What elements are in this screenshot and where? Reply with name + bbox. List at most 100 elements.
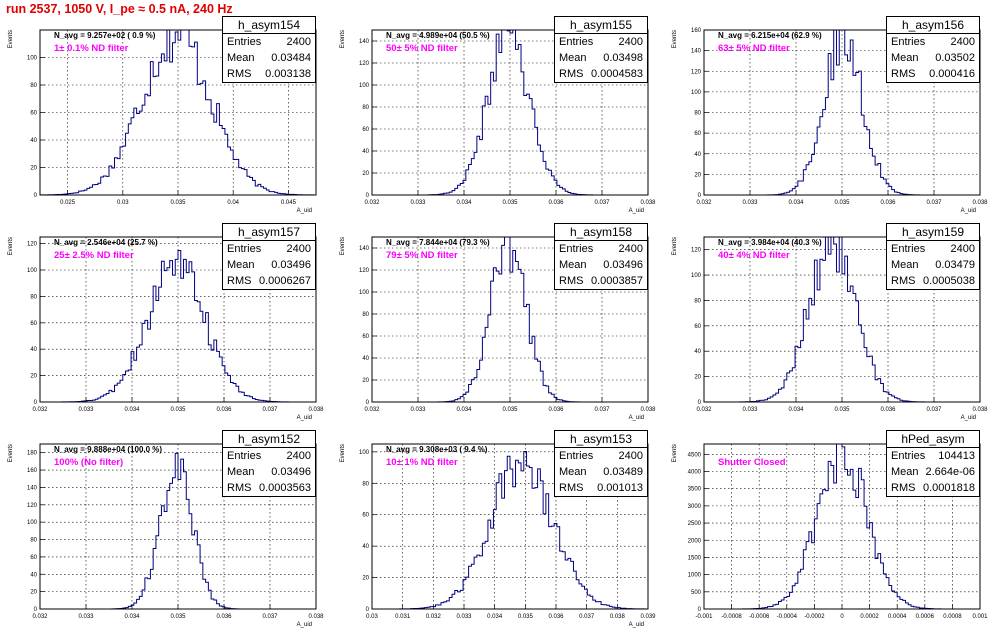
- y-tick-label: 160: [691, 28, 702, 34]
- y-tick-label: 40: [694, 152, 701, 158]
- stats-row-entries: Entries 2400: [223, 34, 315, 50]
- x-tick-label: 0.03: [117, 200, 129, 206]
- x-tick-label: 0.03: [366, 614, 378, 620]
- stats-row-mean: Mean 2.664e-06: [887, 464, 979, 480]
- y-tick-label: 0: [34, 607, 38, 613]
- navg-label: N_avg = 9.888e+04 (100.0 %): [54, 445, 163, 454]
- x-tick-label: 0.036: [216, 614, 232, 620]
- y-tick-label: 160: [27, 468, 38, 474]
- y-tick-label: 140: [691, 49, 702, 55]
- y-tick-label: 4000: [688, 470, 702, 476]
- stats-key: Mean: [559, 466, 587, 478]
- stats-key: RMS: [559, 275, 584, 287]
- histogram-plot: -0.001 -0.0008 -0.0006 -0.0004 -0.0002 0 0.000…: [672, 443, 988, 620]
- stats-value: 2400: [618, 36, 643, 48]
- y-tick-label: 60: [30, 111, 37, 117]
- y-tick-label: 60: [694, 324, 701, 330]
- x-tick-label: 0.036: [216, 407, 232, 413]
- stats-row-mean: Mean 0.03502: [887, 50, 979, 66]
- y-tick-label: 80: [362, 105, 369, 111]
- histogram-panel-h_asym156: 0.032 0.033 0.034 0.035 0.036 0.037 0.038 0 20 40…: [664, 15, 994, 222]
- y-tick-label: 0: [698, 607, 702, 613]
- stats-box: h_asym152 Entries 2400 Mean 0.03496 RMS 0.0003…: [222, 430, 316, 497]
- x-tick-label: 0.032: [32, 407, 48, 413]
- stats-key: RMS: [559, 68, 584, 80]
- stats-value: 0.03502: [935, 52, 975, 64]
- stats-box: h_asym154 Entries 2400 Mean 0.03484 RMS 0.0031…: [222, 16, 316, 83]
- stats-row-rms: RMS 0.0003857: [555, 273, 647, 289]
- y-tick-label: 20: [30, 166, 37, 172]
- stats-value: 0.03479: [935, 259, 975, 271]
- x-tick-label: 0.036: [880, 407, 896, 413]
- x-tick-label: 0.033: [742, 200, 758, 206]
- stats-row-entries: Entries 2400: [223, 448, 315, 464]
- x-tick-label: 0.033: [78, 407, 94, 413]
- histogram-panel-h_asym152: 0.032 0.033 0.034 0.035 0.036 0.037 0.038 0 20 40…: [0, 429, 330, 636]
- x-tick-label: 0.038: [640, 407, 656, 413]
- stats-value: 2400: [950, 243, 975, 255]
- y-tick-label: 120: [359, 268, 370, 274]
- y-tick-label: 2500: [688, 521, 702, 527]
- y-tick-label: 20: [362, 171, 369, 177]
- y-tick-label: 80: [694, 298, 701, 304]
- stats-row-mean: Mean 0.03496: [223, 257, 315, 273]
- stats-row-entries: Entries 2400: [887, 241, 979, 257]
- y-tick-label: 0: [34, 193, 38, 199]
- histogram-plot: 0.032 0.033 0.034 0.035 0.036 0.037 0.038 0 20 40…: [8, 236, 324, 421]
- stats-key: Entries: [559, 36, 594, 48]
- histogram-panel-h_asym153: 0.03 0.031 0.032 0.033 0.034 0.035 0.036 0.037 0…: [332, 429, 662, 636]
- y-tick-label: 120: [359, 61, 370, 67]
- stats-row-rms: RMS 0.0004583: [555, 66, 647, 82]
- x-tick-label: 0.034: [124, 614, 140, 620]
- x-tick-label: 0.025: [60, 200, 76, 206]
- x-tick-label: 0.045: [281, 200, 297, 206]
- histogram-name: h_asym156: [887, 17, 979, 34]
- y-tick-label: 1000: [688, 573, 702, 579]
- y-tick-label: 40: [30, 138, 37, 144]
- histogram-name: h_asym157: [223, 224, 315, 241]
- stats-value: 0.001013: [597, 482, 643, 494]
- y-tick-label: 120: [691, 69, 702, 75]
- y-axis-label: Events: [8, 444, 14, 462]
- x-tick-label: 0.032: [696, 407, 712, 413]
- stats-row-rms: RMS 0.003138: [223, 66, 315, 82]
- x-tick-label: 0.036: [548, 614, 564, 620]
- stats-key: RMS: [227, 68, 252, 80]
- x-tick-label: 0.037: [926, 407, 942, 413]
- x-tick-label: 0.031: [395, 614, 411, 620]
- y-tick-label: 100: [359, 450, 370, 456]
- y-tick-label: 100: [691, 273, 702, 279]
- stats-row-mean: Mean 0.03498: [555, 50, 647, 66]
- x-tick-label: 0.037: [579, 614, 595, 620]
- navg-label: N_avg = 9.308e+03 ( 9.4 %): [386, 445, 488, 454]
- stats-key: RMS: [891, 275, 916, 287]
- histogram-line: [39, 29, 317, 196]
- stats-row-mean: Mean 0.03496: [223, 464, 315, 480]
- stats-value: 0.03496: [603, 259, 643, 271]
- x-tick-label: 0.001: [972, 614, 988, 620]
- x-tick-label: 0.032: [364, 200, 380, 206]
- stats-value: 0.0001818: [923, 482, 975, 494]
- stats-key: Mean: [227, 466, 255, 478]
- y-tick-label: 60: [30, 555, 37, 561]
- x-axis-label: A_uid: [297, 208, 312, 214]
- y-tick-label: 80: [362, 481, 369, 487]
- stats-value: 2400: [618, 450, 643, 462]
- filter-label: 40± 4% ND filter: [718, 250, 790, 261]
- navg-label: N_avg = 2.546e+04 (25.7 %): [54, 238, 158, 247]
- y-tick-label: 80: [694, 111, 701, 117]
- stats-key: RMS: [891, 68, 916, 80]
- stats-key: RMS: [891, 482, 916, 494]
- x-tick-label: 0.035: [502, 407, 518, 413]
- y-tick-label: 0: [366, 400, 370, 406]
- stats-row-rms: RMS 0.0003563: [223, 480, 315, 496]
- histogram-name: h_asym159: [887, 224, 979, 241]
- stats-value: 2400: [286, 243, 311, 255]
- histogram-plot: 0.032 0.033 0.034 0.035 0.036 0.037 0.038 0 20 40…: [340, 29, 656, 214]
- y-tick-label: 100: [691, 90, 702, 96]
- x-tick-label: 0.038: [972, 200, 988, 206]
- stats-key: RMS: [227, 275, 252, 287]
- navg-label: N_avg = 4.989e+04 (50.5 %): [386, 31, 490, 40]
- y-tick-label: 120: [27, 503, 38, 509]
- filter-label: 1± 0.1% ND filter: [54, 43, 129, 54]
